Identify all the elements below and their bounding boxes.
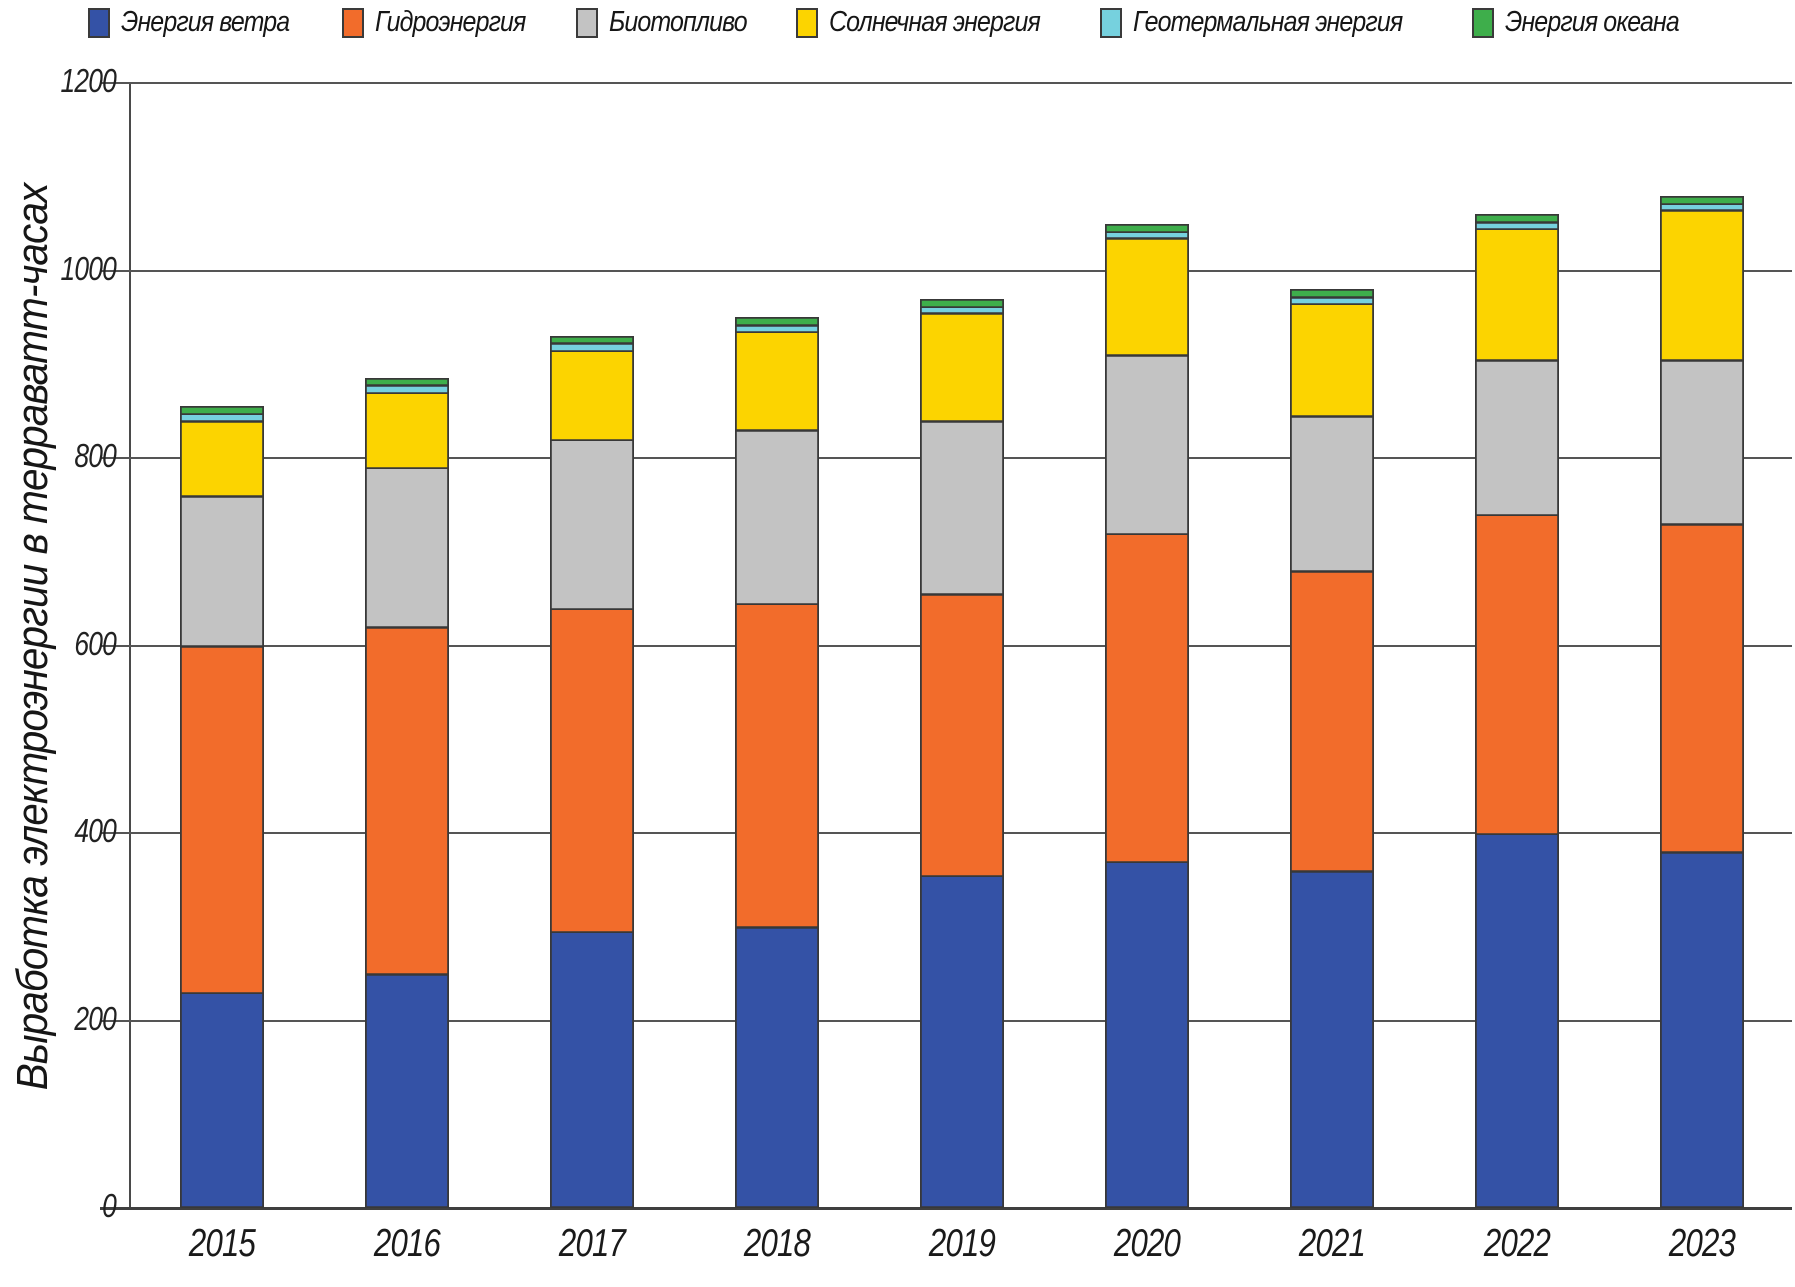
bar-segment-2023 bbox=[1660, 203, 1744, 212]
x-axis-label: 2021 bbox=[1298, 1222, 1366, 1265]
legend-label: Биотопливо bbox=[609, 6, 748, 38]
bar-segment-2015 bbox=[180, 495, 264, 647]
legend-swatch-icon bbox=[87, 7, 110, 38]
bar-segment-2018 bbox=[735, 429, 819, 605]
bar-segment-2022 bbox=[1475, 514, 1559, 835]
legend-label: Энергия ветра bbox=[120, 6, 290, 38]
legend-swatch-icon bbox=[1472, 7, 1495, 38]
gridline bbox=[100, 82, 1792, 84]
bar-segment-2017 bbox=[550, 350, 634, 441]
gridline bbox=[100, 269, 1792, 272]
bar-segment-2019 bbox=[920, 420, 1004, 596]
bar-segment-2016 bbox=[365, 392, 449, 469]
bar-segment-2019 bbox=[920, 875, 1004, 1208]
legend-item: Геотермальная энергия bbox=[1099, 6, 1446, 39]
y-tick-label: 400 bbox=[74, 812, 116, 849]
bar-segment-2022 bbox=[1475, 221, 1559, 230]
legend-item: Энергия океана bbox=[1472, 6, 1707, 39]
y-tick-label: 1200 bbox=[60, 62, 116, 99]
bar-segment-2018 bbox=[735, 926, 819, 1208]
bar-segment-2021 bbox=[1290, 870, 1374, 1208]
legend-item: Биотопливо bbox=[576, 6, 769, 39]
bar-segment-2023 bbox=[1660, 851, 1744, 1208]
bar-segment-2020 bbox=[1105, 533, 1189, 863]
legend-label: Гидроэнергия bbox=[375, 6, 526, 38]
bar-segment-2020 bbox=[1105, 231, 1189, 240]
y-tick-label: 200 bbox=[74, 999, 116, 1037]
bar-segment-2019 bbox=[920, 298, 1004, 308]
bar-segment-2018 bbox=[735, 324, 819, 333]
legend-swatch-icon bbox=[795, 7, 818, 38]
bar-segment-2016 bbox=[365, 378, 449, 387]
y-tick-label: 800 bbox=[74, 437, 116, 474]
bar-segment-2018 bbox=[735, 603, 819, 929]
bar-segment-2022 bbox=[1475, 214, 1559, 224]
x-axis-label: 2015 bbox=[188, 1222, 256, 1265]
legend-label: Солнечная энергия bbox=[828, 6, 1041, 38]
bar-segment-2015 bbox=[180, 420, 264, 497]
legend-swatch-icon bbox=[342, 7, 365, 38]
legend-item: Энергия ветра bbox=[87, 6, 317, 39]
y-tick-label: 600 bbox=[74, 624, 116, 662]
bar-segment-2017 bbox=[550, 931, 634, 1208]
bar-segment-2015 bbox=[180, 992, 264, 1208]
bar-segment-2018 bbox=[735, 317, 819, 327]
bar-segment-2023 bbox=[1660, 195, 1744, 205]
bar-segment-2016 bbox=[365, 973, 449, 1208]
bar-segment-2021 bbox=[1290, 570, 1374, 872]
legend-label: Энергия океана bbox=[1505, 6, 1680, 38]
bar-segment-2017 bbox=[550, 342, 634, 352]
bar-segment-2016 bbox=[365, 467, 449, 629]
bar-segment-2017 bbox=[550, 608, 634, 933]
legend-swatch-icon bbox=[1099, 7, 1122, 38]
bar-segment-2022 bbox=[1475, 359, 1559, 516]
bar-segment-2020 bbox=[1105, 237, 1189, 357]
bar-segment-2023 bbox=[1660, 523, 1744, 854]
bar-segment-2019 bbox=[920, 312, 1004, 422]
legend-item: Гидроэнергия bbox=[342, 6, 550, 39]
legend-item: Солнечная энергия bbox=[795, 6, 1074, 39]
chart-legend: Энергия ветра Гидроэнергия Биотопливо Солне… bbox=[0, 6, 1795, 39]
bar-segment-2021 bbox=[1290, 296, 1374, 305]
x-axis-label: 2023 bbox=[1668, 1222, 1736, 1265]
bar-segment-2023 bbox=[1660, 359, 1744, 526]
bar-segment-2015 bbox=[180, 645, 264, 994]
bar-segment-2015 bbox=[180, 413, 264, 422]
bar-segment-2017 bbox=[550, 439, 634, 610]
x-axis-label: 2022 bbox=[1483, 1222, 1551, 1265]
x-axis-label: 2018 bbox=[743, 1222, 811, 1265]
bar-segment-2020 bbox=[1105, 861, 1189, 1208]
y-tick-label: 1000 bbox=[60, 249, 116, 287]
x-axis-label: 2019 bbox=[928, 1222, 996, 1265]
x-axis-label: 2017 bbox=[558, 1222, 626, 1265]
bar-segment-2019 bbox=[920, 306, 1004, 315]
x-axis-label: 2020 bbox=[1113, 1222, 1181, 1265]
bar-segment-2018 bbox=[735, 331, 819, 432]
bar-segment-2020 bbox=[1105, 354, 1189, 535]
bar-segment-2021 bbox=[1290, 289, 1374, 299]
y-tick-label: 0 bbox=[102, 1187, 117, 1224]
bar-segment-2015 bbox=[180, 406, 264, 415]
legend-swatch-icon bbox=[576, 7, 599, 38]
bar-segment-2016 bbox=[365, 384, 449, 394]
bar-segment-2022 bbox=[1475, 833, 1559, 1208]
x-axis-line bbox=[100, 1207, 1792, 1210]
bar-segment-2016 bbox=[365, 626, 449, 976]
bar-segment-2022 bbox=[1475, 228, 1559, 362]
bar-segment-2017 bbox=[550, 336, 634, 345]
bar-segment-2019 bbox=[920, 593, 1004, 877]
legend-label: Геотермальная энергия bbox=[1132, 6, 1403, 38]
bar-segment-2023 bbox=[1660, 209, 1744, 362]
bar-segment-2020 bbox=[1105, 223, 1189, 233]
x-axis-label: 2016 bbox=[373, 1222, 441, 1265]
bar-segment-2021 bbox=[1290, 303, 1374, 418]
bar-segment-2021 bbox=[1290, 415, 1374, 572]
